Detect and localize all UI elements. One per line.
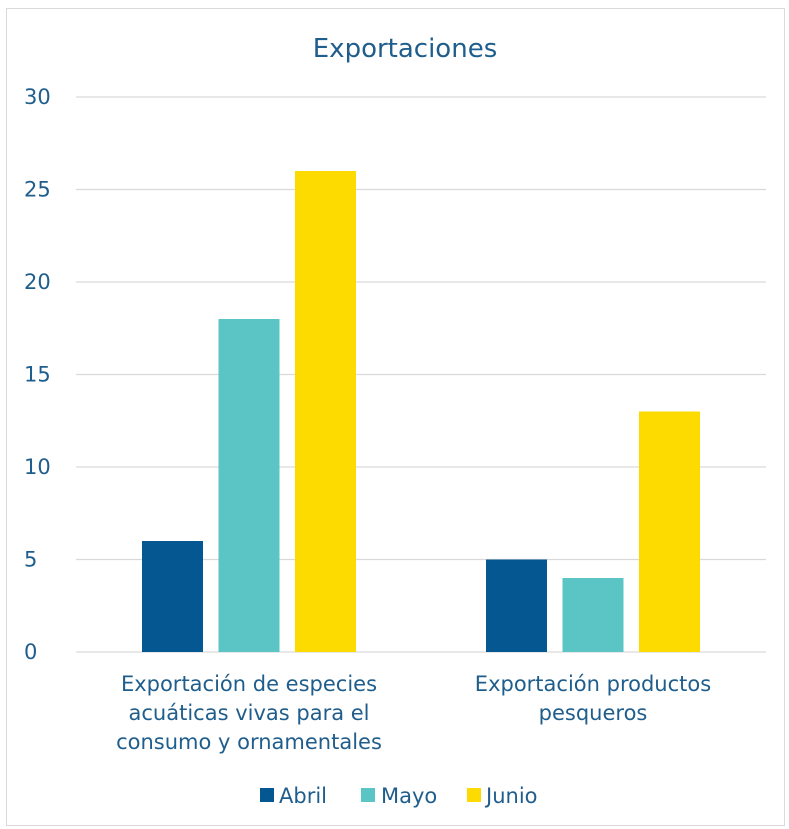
bar-abril-2 <box>486 559 547 652</box>
y-tick-label: 0 <box>24 640 37 664</box>
bar-abril-1 <box>142 541 203 652</box>
y-tick-label: 30 <box>24 85 51 109</box>
legend-label-junio: Junio <box>484 784 538 808</box>
legend-swatch-mayo <box>361 788 375 802</box>
y-tick-label: 10 <box>24 455 51 479</box>
x-category-label: acuáticas vivas para el <box>129 701 370 725</box>
bar-mayo-2 <box>562 578 624 652</box>
y-tick-label: 25 <box>24 178 51 202</box>
x-category-label: pesqueros <box>539 701 648 725</box>
legend: Abril Mayo Junio <box>260 784 538 808</box>
x-category-label: consumo y ornamentales <box>116 730 382 754</box>
y-tick-label: 15 <box>24 363 51 387</box>
bar-mayo-1 <box>218 319 280 652</box>
y-axis-ticks: 0 5 10 15 20 25 30 <box>24 85 51 664</box>
bar-junio-2 <box>639 411 700 652</box>
legend-swatch-junio <box>467 788 481 802</box>
legend-swatch-abril <box>260 788 274 802</box>
chart-title: Exportaciones <box>313 34 498 64</box>
x-axis-labels: Exportación de especies acuáticas vivas p… <box>116 672 711 754</box>
x-category-label: Exportación productos <box>475 672 711 696</box>
bars <box>142 171 700 652</box>
bar-junio-1 <box>295 171 356 652</box>
y-tick-label: 20 <box>24 270 51 294</box>
x-category-label: Exportación de especies <box>121 672 377 696</box>
legend-label-abril: Abril <box>279 784 327 808</box>
legend-label-mayo: Mayo <box>381 784 437 808</box>
y-tick-label: 5 <box>24 548 37 572</box>
